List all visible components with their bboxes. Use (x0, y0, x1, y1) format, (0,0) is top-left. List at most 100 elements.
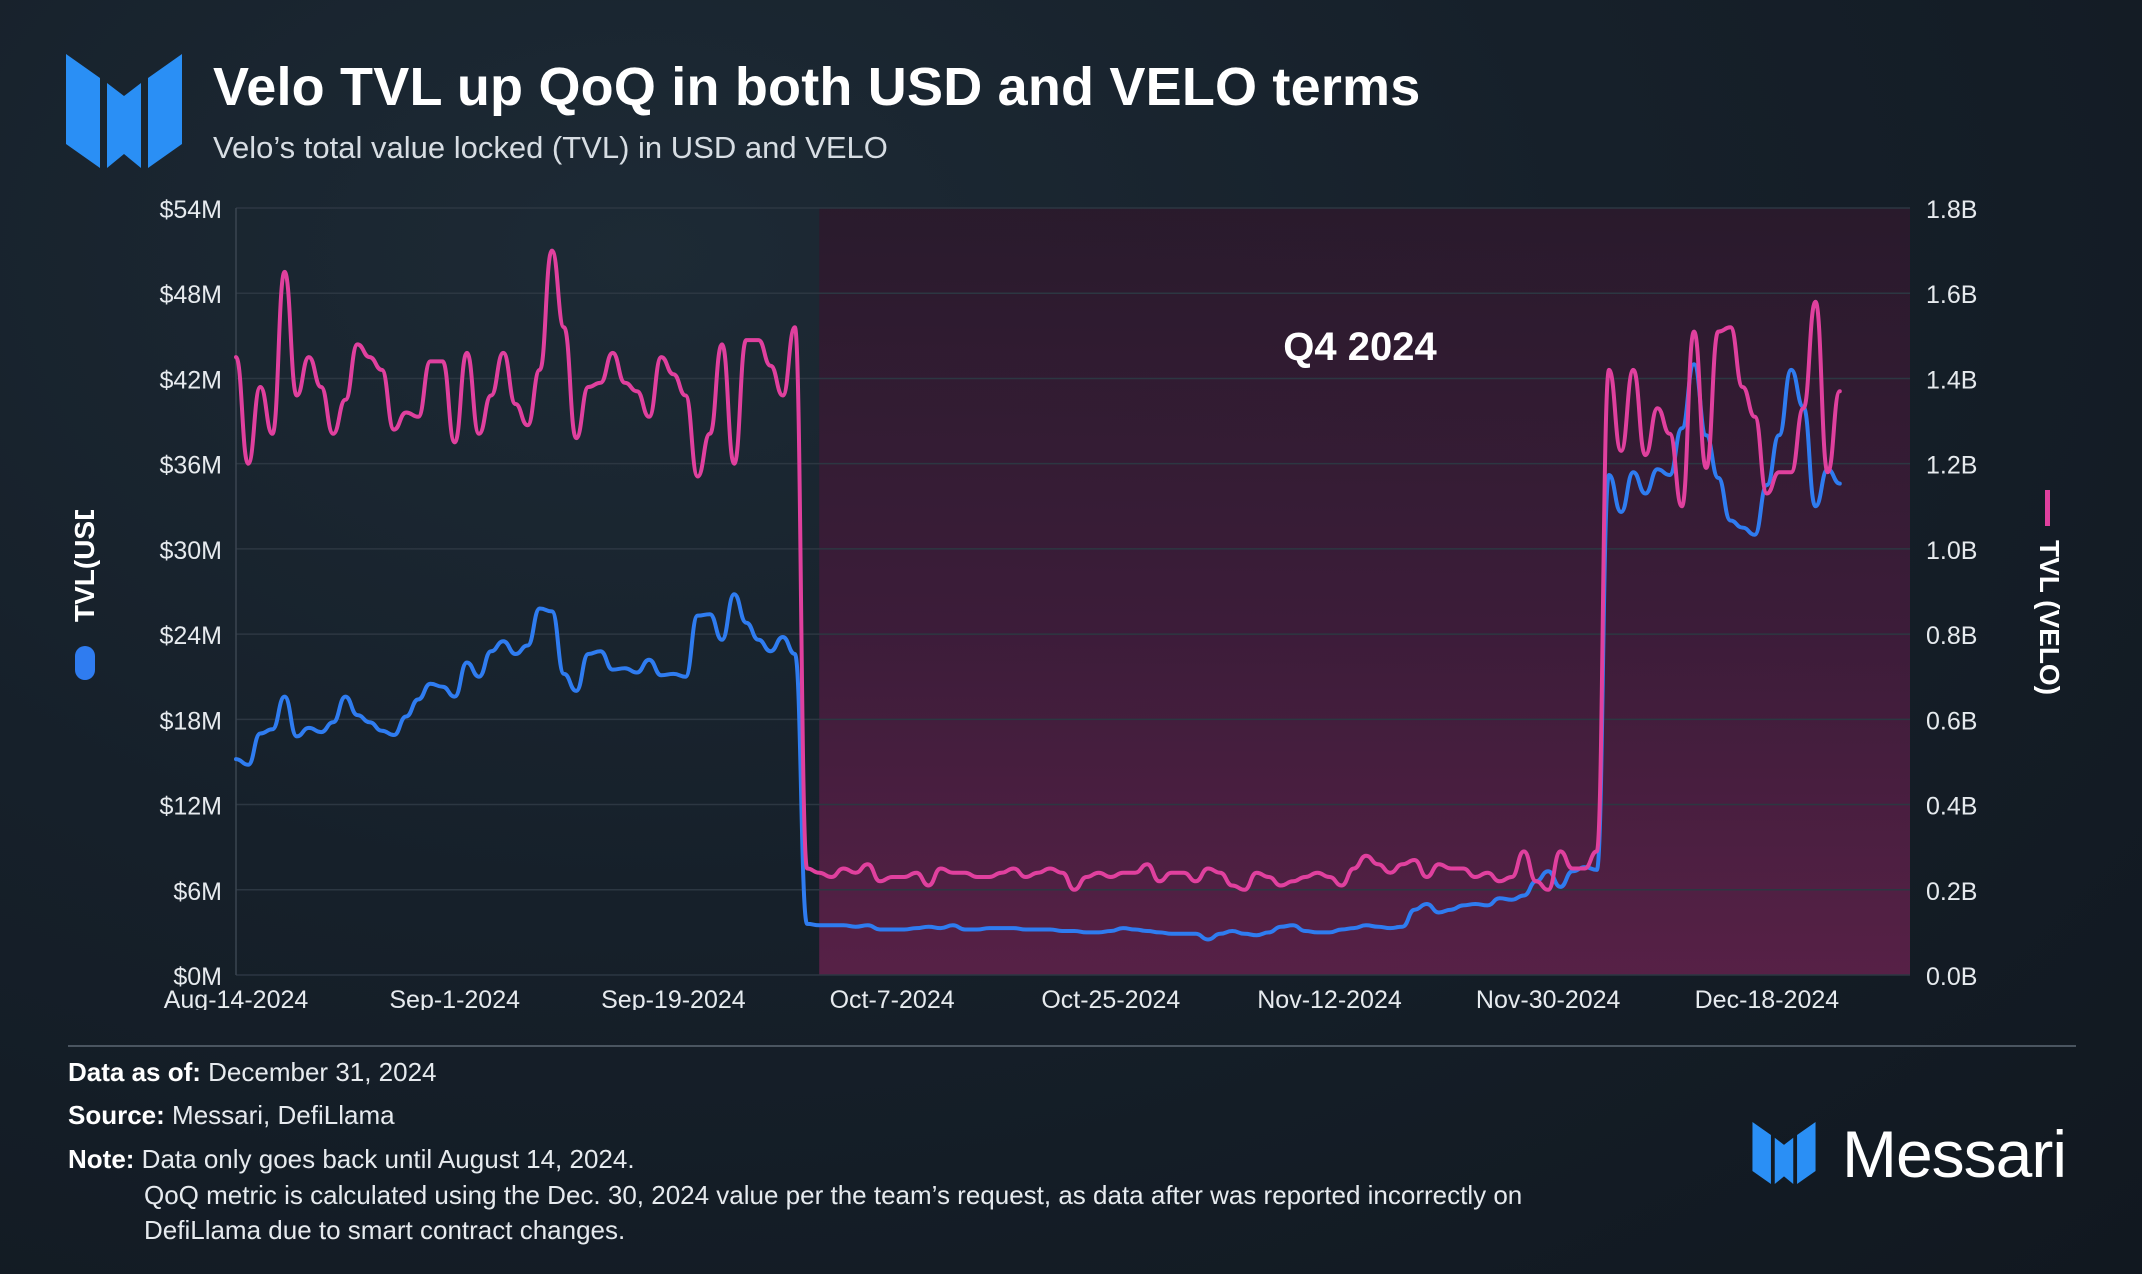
data-point-usd (1668, 473, 1672, 477)
data-point-velo (270, 432, 274, 436)
data-point-usd (1036, 927, 1040, 932)
data-point-usd (1157, 930, 1161, 935)
data-point-usd (1680, 426, 1684, 430)
data-point-usd (428, 682, 432, 686)
data-point-velo (513, 402, 518, 406)
y-right-tick-label: 1.4B (1926, 366, 1977, 394)
data-point-usd (1048, 927, 1052, 932)
data-point-usd (1255, 933, 1259, 937)
data-point-velo (586, 385, 591, 389)
y-left-tick-label: $30M (159, 537, 222, 565)
data-point-velo (927, 883, 931, 888)
data-point-usd (1813, 504, 1818, 508)
data-point-velo (550, 249, 554, 253)
data-point-usd (696, 614, 700, 618)
data-point-usd (878, 927, 882, 932)
data-point-usd (343, 695, 347, 699)
data-point-usd (368, 720, 372, 724)
data-point-velo (1170, 871, 1174, 875)
data-point-usd (1425, 902, 1429, 906)
legend-velo-swatch (2045, 490, 2050, 526)
data-point-velo (1182, 871, 1186, 875)
data-point-usd (817, 923, 821, 927)
data-point-velo (1607, 368, 1611, 372)
data-point-velo (1279, 883, 1283, 888)
data-point-velo (793, 325, 797, 329)
data-point-usd (1121, 926, 1125, 930)
data-point-velo (1364, 854, 1368, 858)
data-point-usd (890, 927, 894, 932)
x-tick-label: Dec-18-2024 (1695, 986, 1840, 1010)
data-point-usd (1753, 533, 1757, 537)
data-point-velo (1060, 871, 1064, 875)
data-point-velo (392, 428, 396, 432)
data-point-velo (769, 364, 773, 368)
data-point-usd (1364, 923, 1368, 927)
tvl-line-chart: $0M 0.0B $6M 0.2B $12M 0.4B $18M 0.6B $24M 0.8B $3… (159, 196, 1977, 1010)
data-point-velo (696, 474, 700, 479)
data-point-velo (623, 381, 627, 385)
data-point-velo (1291, 879, 1295, 883)
data-point-usd (720, 638, 724, 642)
data-point-velo (720, 342, 724, 346)
data-point-velo (1340, 883, 1344, 888)
data-point-velo (1412, 858, 1417, 862)
data-point-usd (319, 730, 323, 734)
data-point-usd (744, 621, 748, 625)
y-left-tick-label: $54M (159, 196, 222, 224)
data-point-velo (1583, 866, 1587, 871)
data-point-usd (1170, 932, 1174, 936)
y-right-tick-label: 1.8B (1926, 196, 1977, 224)
data-point-usd (1352, 926, 1356, 930)
y-left-tick-label: $12M (159, 793, 222, 821)
data-point-usd (1291, 923, 1295, 927)
data-point-usd (1109, 929, 1113, 933)
data-point-usd (732, 592, 736, 596)
data-point-usd (1303, 929, 1307, 933)
data-point-velo (1704, 466, 1708, 470)
data-point-velo (635, 389, 639, 393)
data-point-usd (1097, 930, 1101, 935)
data-point-velo (1461, 866, 1465, 871)
data-point-usd (1607, 473, 1611, 477)
data-point-velo (477, 432, 481, 436)
data-point-usd (550, 609, 554, 614)
series-line-usd (234, 362, 1842, 942)
data-point-usd (1206, 937, 1210, 942)
data-point-velo (1400, 862, 1404, 866)
data-point-usd (234, 757, 238, 761)
data-point-usd (1315, 930, 1319, 935)
data-point-usd (635, 670, 639, 675)
data-point-usd (598, 649, 603, 653)
q4-shaded-region (819, 208, 1911, 975)
data-point-velo (1242, 888, 1247, 892)
x-tick-label: Aug-14-2024 (164, 986, 309, 1010)
data-point-velo (914, 871, 919, 875)
messari-logo-icon (66, 54, 182, 168)
data-point-usd (441, 685, 445, 689)
data-point-velo (1449, 866, 1453, 871)
data-point-usd (307, 726, 311, 730)
data-point-velo (817, 871, 821, 875)
data-point-usd (841, 923, 846, 927)
data-point-velo (1826, 470, 1830, 474)
x-tick-label: Oct-7-2024 (830, 986, 955, 1010)
data-point-velo (453, 440, 457, 444)
data-point-usd (1485, 903, 1490, 908)
data-point-velo (647, 415, 651, 419)
data-point-usd (355, 713, 360, 717)
data-point-velo (1777, 470, 1781, 474)
series-line-velo (234, 248, 1842, 892)
messari-brand-name: Messari (1842, 1117, 2067, 1191)
data-point-velo (307, 355, 311, 359)
data-point-velo (744, 338, 748, 342)
data-point-velo (283, 270, 287, 274)
y-left-tick-label: $36M (159, 452, 222, 480)
data-point-usd (465, 660, 469, 665)
data-as-of-line: Data as of: December 31, 2024 (68, 1057, 437, 1088)
data-point-velo (1692, 330, 1696, 334)
data-point-usd (647, 658, 651, 662)
data-point-usd (1072, 929, 1076, 933)
data-point-usd (1340, 927, 1344, 932)
messari-brand-logo-icon (1752, 1122, 1816, 1184)
